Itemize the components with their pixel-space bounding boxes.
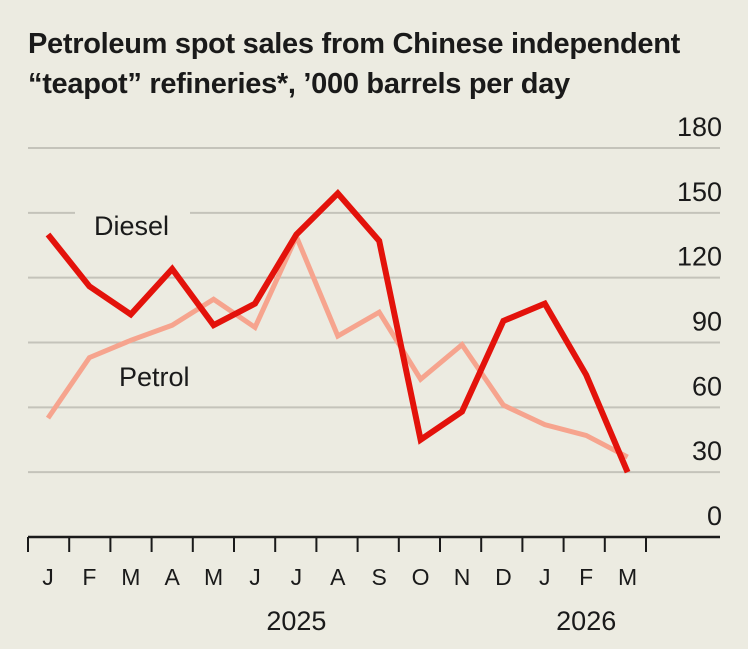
label-background: [75, 200, 190, 240]
x-tick-label: S: [372, 564, 387, 590]
y-tick-label: 90: [692, 307, 722, 337]
x-tick-label: D: [495, 564, 512, 590]
y-tick-label: 150: [677, 177, 722, 207]
series-line-diesel: [45, 188, 631, 474]
x-tick-label: J: [291, 564, 303, 590]
y-tick-label: 60: [692, 371, 722, 401]
x-tick-label: M: [121, 564, 140, 590]
x-tick-label: M: [618, 564, 637, 590]
year-label: 2026: [556, 606, 616, 636]
x-tick-label: M: [204, 564, 223, 590]
series-label-petrol: Petrol: [119, 362, 190, 392]
chart-title: Petroleum spot sales from Chinese indepe…: [28, 28, 681, 100]
y-tick-label: 120: [677, 242, 722, 272]
x-tick-label: A: [330, 564, 346, 590]
x-tick-label: F: [579, 564, 593, 590]
x-tick-label: O: [412, 564, 430, 590]
y-tick-label: 0: [707, 501, 722, 531]
x-tick-label: J: [42, 564, 54, 590]
x-tick-label: N: [454, 564, 471, 590]
x-tick-label: J: [249, 564, 261, 590]
y-tick-label: 30: [692, 436, 722, 466]
series-label-diesel: Diesel: [94, 211, 169, 241]
x-tick-label: A: [165, 564, 181, 590]
year-label: 2025: [266, 606, 326, 636]
x-tick-label: J: [539, 564, 551, 590]
x-tick-label: F: [82, 564, 96, 590]
y-tick-label: 180: [677, 112, 722, 142]
series-line-petrol: [45, 230, 629, 460]
